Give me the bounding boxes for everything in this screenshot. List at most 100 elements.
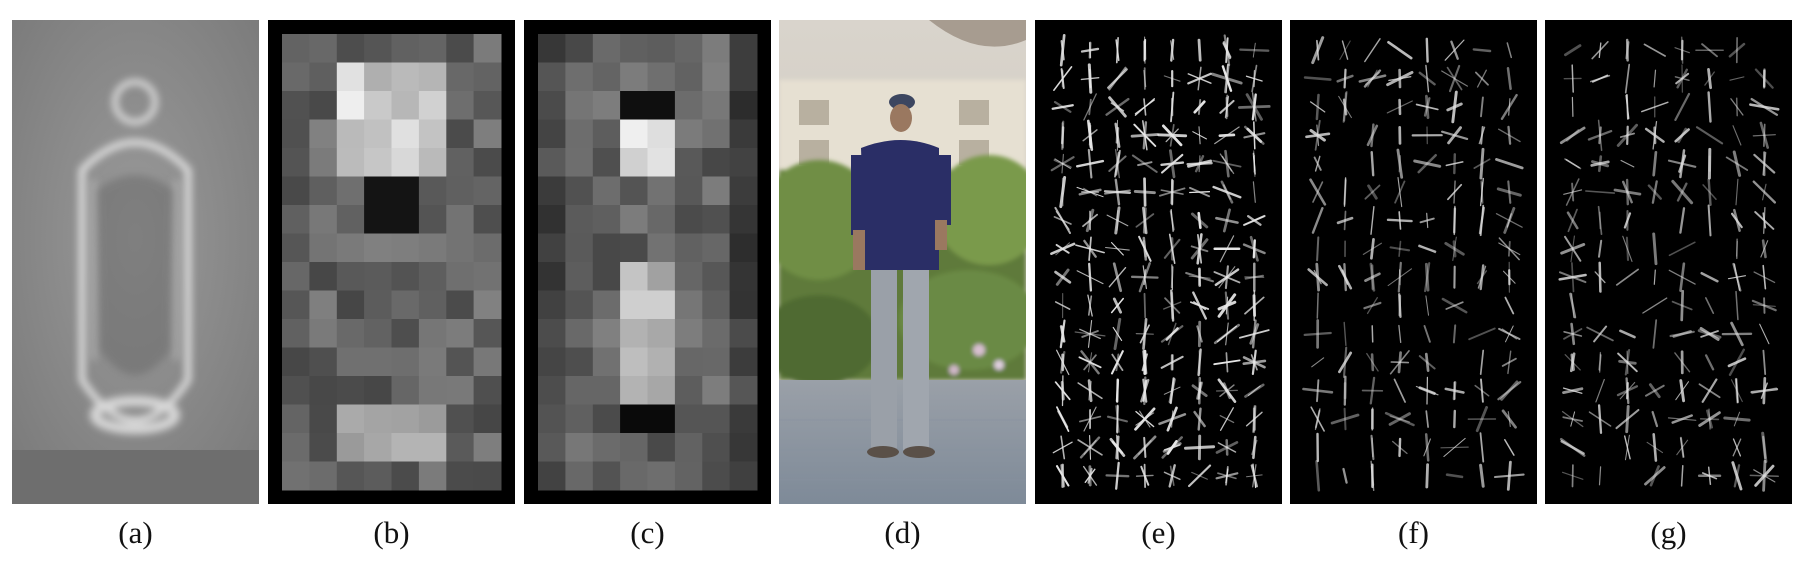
weight-cell xyxy=(620,62,648,92)
weight-cell xyxy=(309,461,338,491)
weight-cell xyxy=(282,347,310,377)
hog-stroke xyxy=(1387,40,1413,60)
hog-stroke xyxy=(1197,38,1202,62)
hog-stroke xyxy=(1563,189,1583,195)
hog-stroke xyxy=(1613,188,1642,196)
weight-cell xyxy=(336,290,365,320)
hog-stroke xyxy=(1059,33,1066,67)
hog-stroke xyxy=(1397,176,1403,208)
hog-glyphs-negative xyxy=(1545,20,1792,504)
hog-stroke xyxy=(1653,269,1656,285)
hog-stroke xyxy=(1560,243,1586,255)
hog-stroke xyxy=(1424,433,1430,462)
hog-stroke xyxy=(1252,181,1256,203)
hog-stroke xyxy=(1591,160,1610,168)
panel-b-positive-weights-map xyxy=(268,20,515,504)
weight-cell xyxy=(364,176,392,206)
weight-cell xyxy=(538,34,566,63)
hog-stroke xyxy=(1652,432,1658,462)
hog-stroke xyxy=(1763,206,1766,234)
hog-stroke xyxy=(1052,441,1073,454)
caption-f: (f) xyxy=(1398,515,1429,550)
hog-stroke xyxy=(1387,268,1412,287)
hog-stroke xyxy=(1444,39,1465,61)
hog-stroke xyxy=(1642,297,1668,314)
weight-cell xyxy=(336,376,365,405)
weight-cell xyxy=(702,62,731,92)
average-gradient-silhouette xyxy=(12,20,259,504)
weight-cell xyxy=(336,176,365,206)
hog-stroke xyxy=(1452,240,1457,258)
hog-stroke xyxy=(1343,177,1347,207)
hog-stroke xyxy=(1311,357,1325,368)
weight-cell xyxy=(473,319,502,348)
weight-cell xyxy=(391,62,420,92)
hog-stroke xyxy=(1762,349,1767,376)
weight-cell xyxy=(446,233,475,263)
hog-stroke xyxy=(1472,48,1492,53)
panel-c-negative-weights-map xyxy=(524,20,771,504)
hog-stroke xyxy=(1732,438,1742,457)
weight-cell xyxy=(592,319,621,348)
hog-stroke xyxy=(1425,64,1430,93)
hog-stroke xyxy=(1386,100,1413,114)
hog-stroke xyxy=(1735,97,1738,117)
hog-stroke xyxy=(1559,271,1587,284)
weights-grid-b xyxy=(282,34,502,491)
hog-stroke xyxy=(1371,325,1374,343)
hog-stroke xyxy=(1089,435,1092,460)
hog-stroke xyxy=(1370,353,1375,372)
hog-stroke xyxy=(1652,232,1658,266)
caption-g: (g) xyxy=(1650,515,1687,550)
hog-stroke xyxy=(1570,322,1576,346)
weight-cell xyxy=(538,91,566,120)
weight-cell xyxy=(729,290,758,320)
hog-stroke xyxy=(1425,410,1429,428)
hog-stroke xyxy=(1343,407,1347,431)
weight-cell xyxy=(364,461,392,491)
hog-stroke xyxy=(1479,264,1485,291)
hog-stroke xyxy=(1679,436,1685,459)
weight-cell xyxy=(702,433,731,462)
weight-cell xyxy=(446,34,475,63)
hog-stroke xyxy=(1252,239,1256,259)
weight-cell xyxy=(702,290,731,320)
weight-cell xyxy=(391,176,420,206)
hog-stroke xyxy=(1143,69,1147,88)
hog-stroke xyxy=(1364,184,1381,200)
weight-cell xyxy=(309,433,338,462)
hog-stroke xyxy=(1244,274,1264,280)
weight-cell xyxy=(538,233,566,263)
hog-stroke xyxy=(1168,149,1176,179)
weight-cell xyxy=(592,34,621,63)
hog-stroke xyxy=(1170,289,1175,322)
hog-stroke xyxy=(1342,467,1348,484)
hog-stroke xyxy=(1249,235,1259,262)
hog-stroke xyxy=(1506,213,1512,228)
hog-stroke xyxy=(1674,47,1690,54)
weight-cell xyxy=(674,119,703,149)
weight-cell xyxy=(620,233,648,263)
hog-stroke xyxy=(1441,297,1468,314)
weight-cell xyxy=(282,176,310,206)
weight-cell xyxy=(336,119,365,149)
hog-stroke xyxy=(1115,434,1120,461)
hog-stroke xyxy=(1625,404,1630,434)
hog-stroke xyxy=(1367,69,1378,88)
hog-stroke xyxy=(1316,39,1320,61)
hog-stroke xyxy=(1251,92,1257,122)
hog-stroke xyxy=(1061,153,1064,174)
hog-stroke xyxy=(1358,74,1387,83)
hog-stroke xyxy=(1370,205,1375,235)
hog-stroke xyxy=(1245,93,1263,121)
hog-stroke xyxy=(1560,440,1585,455)
weight-cell xyxy=(364,433,392,462)
weight-cell xyxy=(674,461,703,491)
weight-cell xyxy=(729,233,758,263)
weight-cell xyxy=(729,262,758,291)
weight-cell xyxy=(620,433,648,462)
weight-cell xyxy=(364,262,392,291)
weight-cell xyxy=(364,148,392,177)
weight-cell xyxy=(729,91,758,120)
hog-stroke xyxy=(1598,466,1602,486)
